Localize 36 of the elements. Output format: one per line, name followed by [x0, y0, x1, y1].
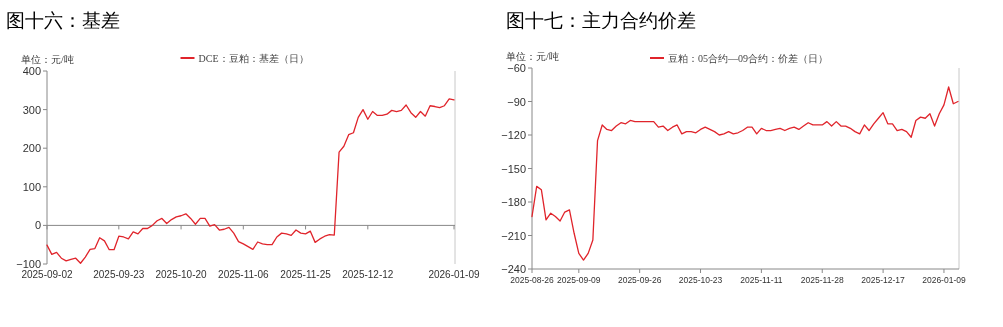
- legend-label: 豆粕：05合约—09合约：价差（日）: [668, 52, 828, 64]
- chart-title: 图十六：基差: [6, 10, 120, 31]
- y-tick-label: −60: [507, 62, 526, 74]
- y-tick-label: 300: [22, 103, 41, 116]
- x-tick-label: 2025-11-28: [800, 275, 844, 285]
- y-axis-title: 单位：元/吨: [506, 51, 559, 62]
- x-tick-label: 2025-12-17: [861, 275, 906, 285]
- y-tick-label: −120: [501, 129, 526, 141]
- chart-title: 图十七：主力合约价差: [506, 10, 696, 31]
- y-tick-label: −90: [507, 95, 526, 108]
- y-axis-title: 单位：元/吨: [21, 54, 74, 65]
- x-tick-label: 2025-11-11: [740, 275, 783, 285]
- x-tick-label: 2025-10-20: [155, 269, 208, 280]
- y-tick-label: 100: [22, 180, 41, 193]
- y-tick-label: −180: [501, 196, 526, 208]
- y-tick-label: 0: [34, 219, 41, 232]
- y-tick-label: −100: [16, 258, 41, 270]
- x-tick-label: 2026-01-09: [922, 275, 966, 285]
- x-tick-label: 2025-11-06: [218, 269, 269, 280]
- line-series: [46, 98, 455, 264]
- x-tick-label: 2025-08-26: [510, 275, 555, 285]
- x-tick-label: 2025-10-23: [678, 275, 723, 285]
- y-tick-label: −210: [501, 229, 526, 242]
- y-tick-label: −240: [501, 263, 526, 275]
- y-tick-label: 400: [22, 65, 41, 77]
- x-tick-label: 2025-09-02: [21, 269, 74, 280]
- line-series: [531, 86, 959, 261]
- x-tick-label: 2025-09-26: [617, 275, 662, 285]
- x-tick-label: 2025-09-09: [557, 275, 601, 285]
- x-tick-label: 2025-09-23: [93, 269, 145, 280]
- y-tick-label: 200: [22, 142, 41, 155]
- x-tick-label: 2025-12-12: [342, 269, 394, 280]
- x-tick-label: 2025-11-25: [280, 269, 332, 280]
- legend-label: DCE：豆粕：基差（日）: [198, 52, 309, 64]
- x-tick-label: 2026-01-09: [428, 269, 481, 280]
- y-tick-label: −150: [501, 162, 526, 175]
